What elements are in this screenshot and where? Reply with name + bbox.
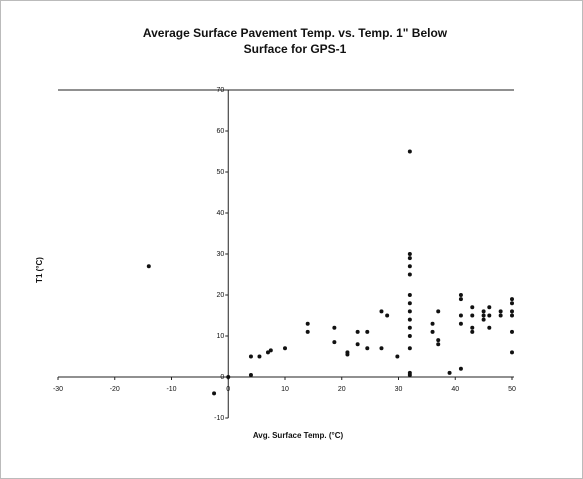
point: [257, 354, 262, 359]
point: [407, 317, 412, 322]
point: [470, 313, 475, 318]
x-tick-label: 50: [508, 386, 516, 393]
point: [458, 321, 463, 326]
point: [510, 297, 514, 302]
point: [470, 305, 475, 310]
point: [470, 329, 475, 334]
point: [407, 149, 412, 154]
point: [470, 325, 475, 330]
x-tick-label: 30: [395, 386, 403, 393]
point: [407, 372, 412, 377]
point: [436, 342, 441, 347]
x-tick-label: -20: [110, 386, 120, 393]
point: [248, 354, 253, 359]
point: [487, 313, 492, 318]
x-tick-label: -10: [166, 386, 176, 393]
y-tick-label: -10: [214, 415, 224, 422]
point: [385, 313, 390, 318]
y-axis-title: T1 (°C): [35, 257, 44, 283]
y-tick-label: 10: [216, 333, 224, 340]
point: [379, 309, 384, 314]
y-tick-label: 60: [216, 128, 224, 135]
point: [226, 375, 231, 379]
point: [268, 348, 273, 353]
y-tick-label: 0: [220, 374, 224, 381]
point: [498, 309, 503, 314]
point: [407, 309, 412, 314]
point: [487, 325, 492, 330]
point: [510, 313, 514, 318]
point: [407, 325, 412, 330]
x-axis-title: Avg. Surface Temp. (°C): [253, 431, 344, 440]
point: [498, 313, 503, 318]
point: [487, 305, 492, 310]
point: [355, 329, 360, 334]
point: [395, 354, 400, 359]
y-tick-label: 50: [216, 169, 224, 176]
point: [458, 313, 463, 318]
point: [436, 338, 441, 343]
point: [481, 317, 486, 322]
y-tick-label: 20: [216, 292, 224, 299]
point: [458, 366, 463, 371]
chart-title: Average Surface Pavement Temp. vs. Temp.…: [143, 26, 448, 40]
point: [407, 293, 412, 297]
point: [355, 342, 360, 347]
point: [510, 350, 514, 355]
point: [510, 329, 514, 334]
point: [481, 309, 486, 314]
point: [458, 293, 463, 297]
point: [458, 297, 463, 302]
point: [407, 301, 412, 306]
point: [345, 350, 350, 355]
x-tick-label: 0: [226, 386, 230, 393]
point: [283, 346, 287, 351]
point: [430, 321, 435, 326]
x-tick-label: 40: [451, 386, 459, 393]
point: [407, 264, 412, 269]
y-tick-label: 30: [216, 251, 224, 258]
x-tick-label: -30: [53, 386, 63, 393]
point: [379, 346, 384, 351]
x-tick-label: 20: [338, 386, 346, 393]
point: [332, 340, 337, 345]
chart-title: Surface for GPS-1: [244, 42, 347, 56]
x-tick-label: 10: [281, 386, 289, 393]
point: [407, 346, 412, 351]
point: [510, 309, 514, 314]
point: [146, 264, 151, 269]
point: [481, 313, 486, 318]
point: [407, 272, 412, 277]
y-tick-label: 70: [216, 87, 224, 94]
point: [407, 256, 412, 261]
point: [248, 372, 253, 377]
point: [332, 325, 337, 330]
point: [436, 309, 441, 314]
point: [407, 334, 412, 338]
point: [447, 370, 452, 375]
point: [305, 329, 310, 334]
point: [305, 321, 310, 326]
y-tick-label: 40: [216, 210, 224, 217]
point: [365, 329, 370, 334]
point: [365, 346, 370, 351]
point: [430, 329, 435, 334]
point: [212, 391, 217, 396]
point: [510, 301, 514, 306]
point: [407, 252, 412, 256]
point: [265, 350, 270, 355]
